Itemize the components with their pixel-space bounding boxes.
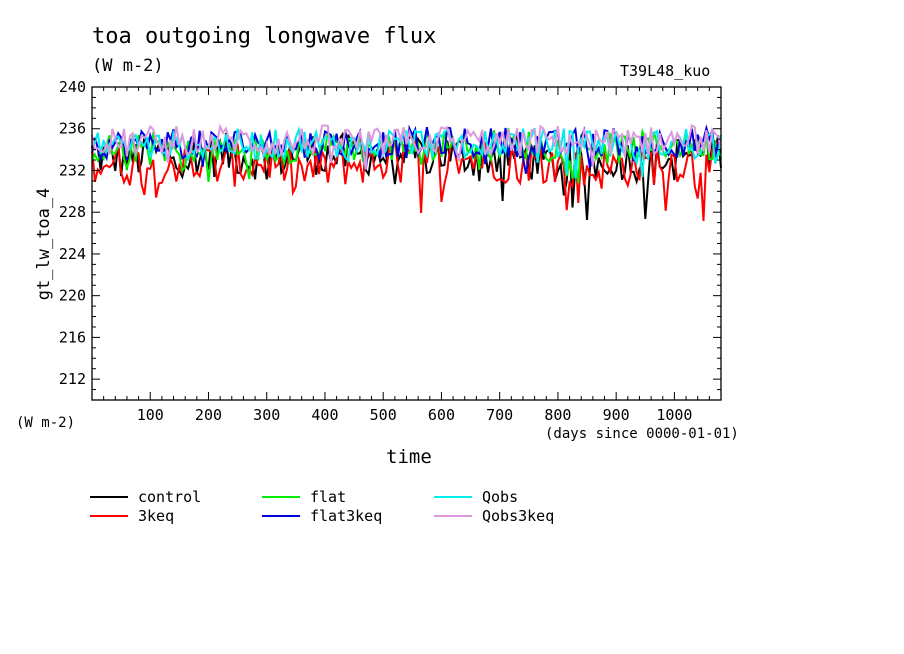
chart-title: toa outgoing longwave flux [92,24,437,49]
legend-swatch [90,496,128,498]
legend-swatch [434,496,472,498]
y-tick-label: 224 [59,245,86,263]
y-tick-label: 236 [59,120,86,138]
x-tick-label: 900 [603,406,630,424]
x-tick-label: 700 [486,406,513,424]
y-tick-label: 240 [59,78,86,96]
series-line-flat3keq [91,124,722,174]
x-axis-units: (days since 0000-01-01) [545,426,739,442]
x-tick-label: 800 [544,406,571,424]
legend-swatch [434,515,472,517]
legend-item-Qobs: Qobs [434,488,518,506]
x-tick-label: 600 [428,406,455,424]
legend-item-3keq: 3keq [90,507,174,525]
legend-label: flat3keq [310,507,383,525]
chart-legend: control 3keq flat flat3keq Qobs Qobs3keq [90,488,590,532]
legend-label: flat [310,488,347,506]
legend-label: Qobs3keq [482,507,555,525]
x-axis-label: time [386,446,432,468]
y-tick-label: 216 [59,328,86,346]
legend-item-flat3keq: flat3keq [262,507,382,525]
x-tick-label: 1000 [656,406,692,424]
y-tick-label: 220 [59,287,86,305]
legend-label: Qobs [482,488,519,506]
x-tick-label: 400 [311,406,338,424]
x-tick-label: 300 [253,406,280,424]
legend-label: control [138,488,202,506]
legend-label: 3keq [138,507,175,525]
y-axis-units: (W m-2) [16,415,76,431]
legend-swatch [262,515,300,517]
chart-units: (W m-2) [92,56,164,76]
y-tick-label: 232 [59,161,86,179]
legend-item-control: control [90,488,201,506]
x-tick-label: 500 [370,406,397,424]
legend-item-flat: flat [262,488,346,506]
x-tick-label: 200 [195,406,222,424]
legend-swatch [262,496,300,498]
run-label: T39L48_kuo [620,62,711,80]
series-line-Qobs3keq [91,123,722,170]
legend-item-Qobs3keq: Qobs3keq [434,507,554,525]
y-tick-label: 228 [59,203,86,221]
y-tick-label: 212 [59,370,86,388]
x-tick-label: 100 [137,406,164,424]
legend-swatch [90,515,128,517]
